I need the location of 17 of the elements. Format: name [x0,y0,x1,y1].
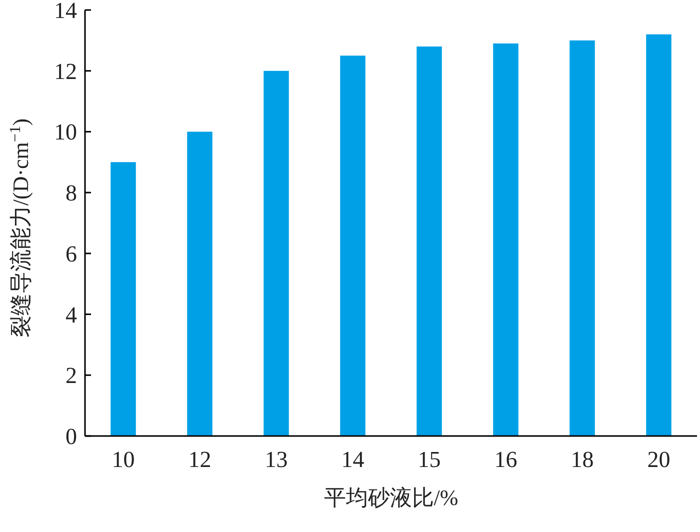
x-tick-label: 20 [647,447,670,472]
y-tick-label: 4 [66,302,78,328]
y-tick-label: 12 [54,58,77,84]
y-tick-label: 14 [54,0,78,23]
x-tick-label: 14 [341,447,365,472]
y-tick-label: 2 [66,363,77,388]
x-axis-title: 平均砂液比/% [324,485,458,510]
y-tick-label: 6 [66,241,77,266]
x-tick-label: 12 [188,447,212,472]
y-tick-label: 8 [66,180,77,206]
y-tick-label: 0 [66,424,77,449]
x-tick-label: 15 [418,447,441,472]
x-tick-label: 18 [570,447,594,472]
x-tick-label: 16 [494,447,518,472]
x-tick-label: 13 [264,447,288,472]
y-tick-label: 10 [54,120,77,145]
x-tick-label: 10 [112,447,135,472]
